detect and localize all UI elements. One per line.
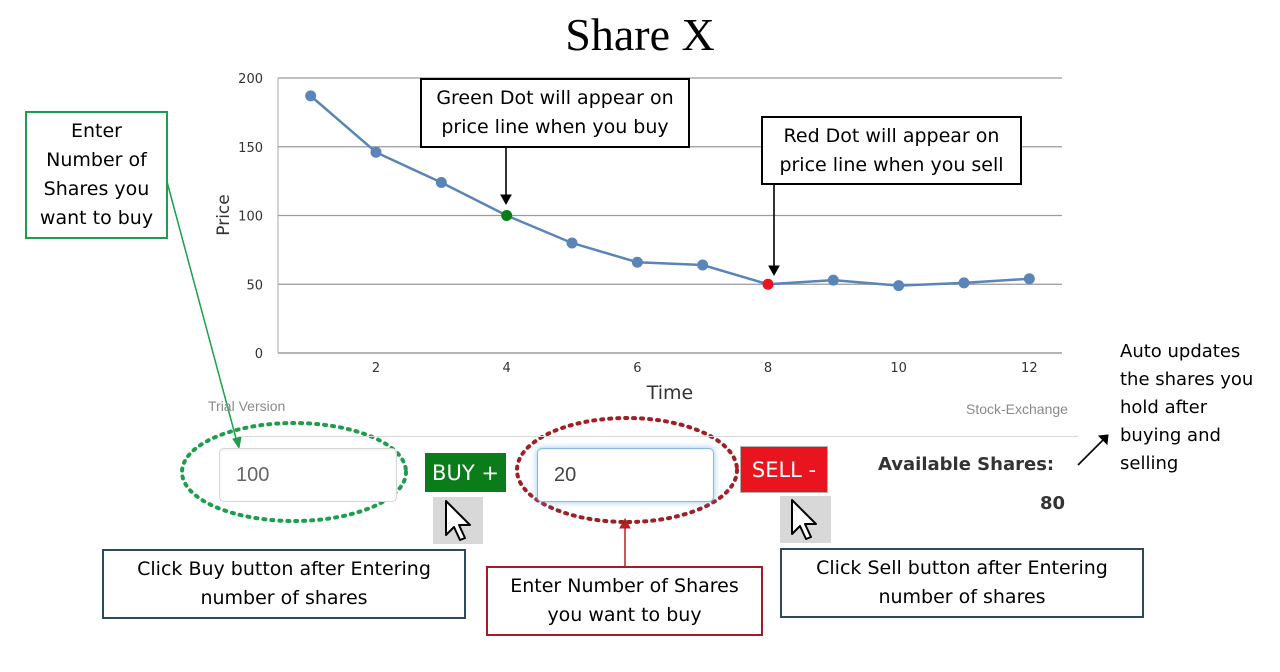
price-line: [309, 94, 1030, 287]
available-shares-label: Available Shares:: [878, 454, 1055, 475]
annotation-arrows: [500, 148, 1109, 466]
data-point: [958, 277, 970, 289]
sell-button[interactable]: SELL -: [740, 446, 828, 493]
data-point: [566, 237, 578, 249]
x-tick-labels: 2 4 6 8 10 12: [372, 361, 1038, 376]
y-tick-label: 200: [238, 72, 263, 87]
data-point: [827, 274, 839, 286]
data-point: [435, 177, 447, 188]
x-tick-label: 12: [1021, 361, 1038, 376]
x-tick-label: 4: [503, 361, 511, 376]
data-point: [697, 259, 709, 271]
chart-title: Share X: [565, 9, 715, 60]
sell-input-highlight-ellipse: [515, 416, 739, 524]
y-tick-labels: 0 50 100 150 200: [238, 72, 263, 362]
red-dot-callout: Red Dot will appear on price line when y…: [761, 116, 1022, 185]
green-dot-arrowhead: [500, 194, 512, 206]
data-point: [305, 90, 317, 102]
sell-marker-point: [762, 278, 774, 290]
data-point: [1023, 273, 1035, 285]
stock-exchange-watermark: Stock-Exchange: [966, 401, 1068, 417]
enter-buy-shares-callout: Enter Number of Shares you want to buy: [25, 111, 168, 239]
y-axis-label: Price: [214, 194, 234, 235]
buy-quantity-input[interactable]: [219, 448, 397, 502]
click-buy-callout: Click Buy button after Entering number o…: [102, 549, 466, 619]
enter-sell-shares-callout: Enter Number of Shares you want to buy: [486, 566, 763, 636]
x-tick-label: 8: [764, 361, 772, 376]
green-dot-callout: Green Dot will appear on price line when…: [420, 78, 690, 148]
y-tick-label: 50: [246, 278, 263, 293]
auto-updates-arrowhead: [1097, 434, 1109, 446]
price-points: [305, 90, 1035, 292]
buy-cursor-icon: [433, 497, 483, 544]
x-axis-label: Time: [646, 382, 694, 404]
click-sell-callout: Click Sell button after Entering number …: [780, 548, 1144, 618]
buy-input-highlight-ellipse: [180, 421, 408, 523]
y-tick-label: 0: [255, 347, 263, 362]
y-tick-label: 150: [238, 141, 263, 156]
x-tick-label: 2: [372, 361, 380, 376]
data-point: [631, 256, 643, 268]
x-tick-label: 10: [890, 361, 907, 376]
sell-quantity-input[interactable]: [537, 448, 714, 502]
red-pointer-arrow: [619, 517, 631, 566]
x-tick-label: 6: [633, 361, 641, 376]
available-shares-value: 80: [1040, 493, 1066, 514]
auto-updates-note: Auto updates the shares you hold after b…: [1120, 341, 1254, 474]
sell-cursor-icon: [780, 496, 831, 543]
auto-updates-arrow: [1077, 438, 1105, 466]
trial-version-watermark: Trial Version: [208, 398, 286, 414]
divider: [238, 436, 1078, 437]
buy-button[interactable]: BUY +: [425, 453, 506, 492]
data-point: [370, 146, 382, 158]
y-tick-label: 100: [238, 210, 263, 225]
red-dot-arrowhead: [768, 265, 780, 277]
buy-marker-point: [501, 210, 513, 221]
data-point: [893, 280, 905, 292]
green-pointer-arrow: [165, 177, 242, 450]
